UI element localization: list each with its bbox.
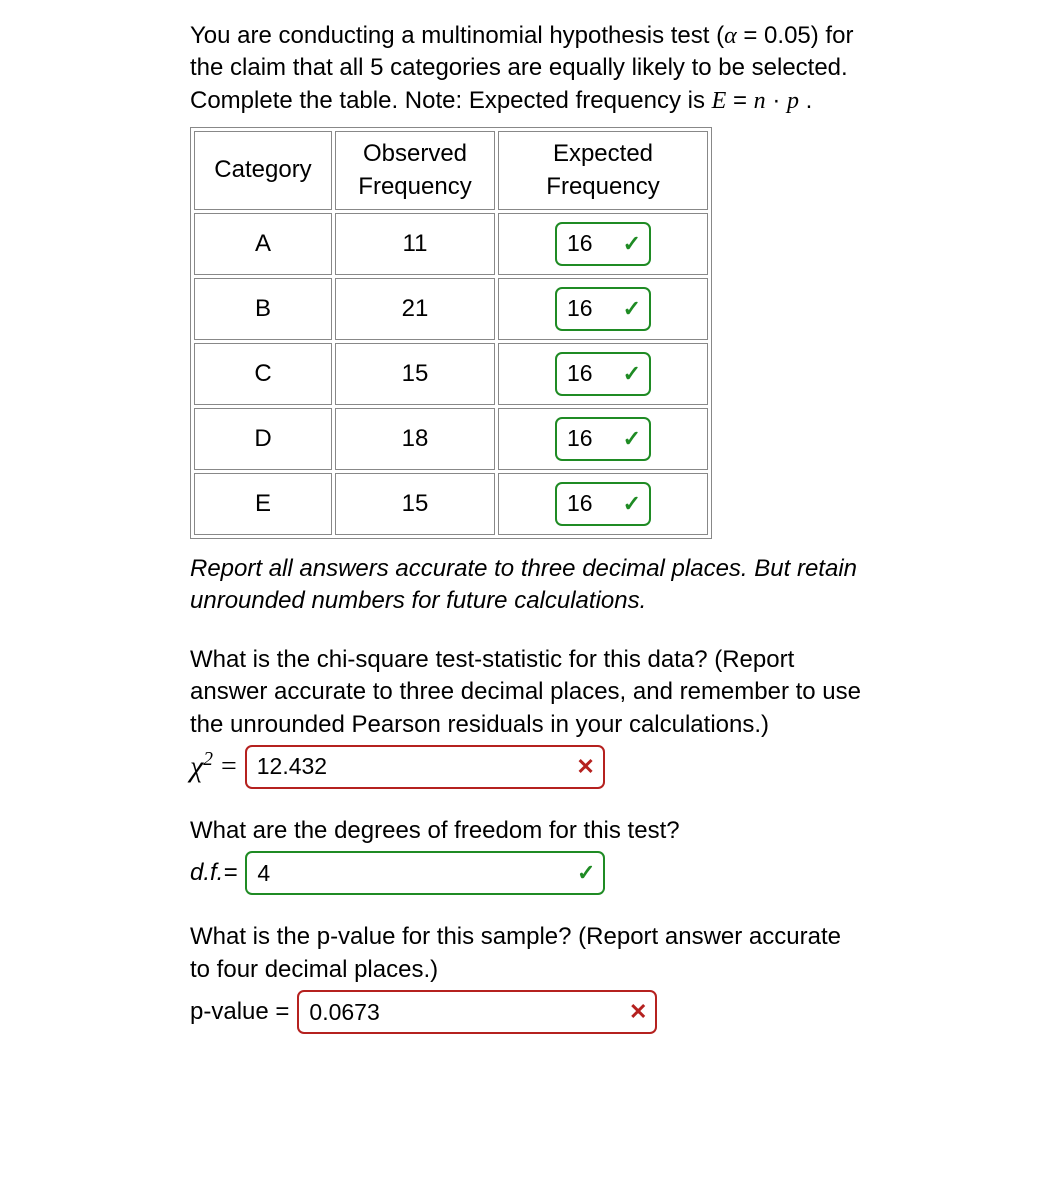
cell-category: E bbox=[194, 473, 332, 535]
pvalue-question: What is the p-value for this sample? (Re… bbox=[190, 921, 866, 1034]
expected-input[interactable]: 16 ✓ bbox=[555, 287, 651, 331]
chi-square-text: What is the chi-square test-statistic fo… bbox=[190, 644, 866, 741]
formula-eq: = bbox=[726, 87, 753, 114]
check-icon: ✓ bbox=[623, 298, 641, 320]
expected-value: 16 bbox=[567, 293, 617, 324]
table-row: E15 16 ✓ bbox=[194, 473, 708, 535]
cell-observed: 15 bbox=[335, 343, 495, 405]
expected-input[interactable]: 16 ✓ bbox=[555, 222, 651, 266]
alpha-symbol: α bbox=[724, 23, 737, 49]
header-observed: Observed Frequency bbox=[335, 131, 495, 210]
cell-expected: 16 ✓ bbox=[498, 278, 708, 340]
cross-icon: ✕ bbox=[629, 1001, 647, 1023]
table-row: B21 16 ✓ bbox=[194, 278, 708, 340]
cell-category: B bbox=[194, 278, 332, 340]
chi-square-value: 12.432 bbox=[257, 751, 571, 782]
expected-input[interactable]: 16 ✓ bbox=[555, 417, 651, 461]
header-expected-text: Expected Frequency bbox=[507, 138, 699, 203]
table-row: D18 16 ✓ bbox=[194, 408, 708, 470]
chi-square-question: What is the chi-square test-statistic fo… bbox=[190, 644, 866, 789]
frequency-table: Category Observed Frequency Expected Fre… bbox=[190, 127, 712, 539]
check-icon: ✓ bbox=[623, 363, 641, 385]
table-body: A1116✓B2116✓C1516✓D1816✓E1516✓ bbox=[194, 213, 708, 535]
expected-value: 16 bbox=[567, 228, 617, 259]
expected-value: 16 bbox=[567, 423, 617, 454]
pvalue-input[interactable]: 0.0673 ✕ bbox=[297, 990, 657, 1034]
check-icon: ✓ bbox=[623, 493, 641, 515]
question-prompt: You are conducting a multinomial hypothe… bbox=[190, 20, 866, 117]
formula-E: E bbox=[712, 88, 727, 114]
prompt-text-1: You are conducting a multinomial hypothe… bbox=[190, 22, 724, 49]
chi-square-label: χ2 bbox=[190, 747, 213, 788]
equals-sign: = bbox=[221, 748, 237, 786]
cell-category: A bbox=[194, 213, 332, 275]
expected-input[interactable]: 16 ✓ bbox=[555, 352, 651, 396]
pvalue-value: 0.0673 bbox=[309, 997, 623, 1028]
expected-input[interactable]: 16 ✓ bbox=[555, 482, 651, 526]
formula-p: p bbox=[787, 88, 799, 114]
chi-square-input[interactable]: 12.432 ✕ bbox=[245, 745, 605, 789]
df-input[interactable]: 4 ✓ bbox=[245, 851, 605, 895]
pvalue-label: p-value = bbox=[190, 996, 289, 1028]
cell-observed: 15 bbox=[335, 473, 495, 535]
cell-expected: 16 ✓ bbox=[498, 213, 708, 275]
header-expected: Expected Frequency bbox=[498, 131, 708, 210]
formula-dot: · bbox=[766, 87, 787, 114]
cell-category: D bbox=[194, 408, 332, 470]
cell-observed: 18 bbox=[335, 408, 495, 470]
cell-category: C bbox=[194, 343, 332, 405]
cell-observed: 11 bbox=[335, 213, 495, 275]
pvalue-text: What is the p-value for this sample? (Re… bbox=[190, 921, 866, 986]
check-icon: ✓ bbox=[623, 428, 641, 450]
check-icon: ✓ bbox=[623, 233, 641, 255]
cell-expected: 16 ✓ bbox=[498, 473, 708, 535]
accuracy-note: Report all answers accurate to three dec… bbox=[190, 553, 866, 618]
check-icon: ✓ bbox=[577, 862, 595, 884]
df-value: 4 bbox=[257, 858, 571, 889]
df-label: d.f.= bbox=[190, 857, 237, 889]
cell-expected: 16 ✓ bbox=[498, 343, 708, 405]
formula-end: . bbox=[799, 87, 812, 114]
table-row: A11 16 ✓ bbox=[194, 213, 708, 275]
expected-value: 16 bbox=[567, 488, 617, 519]
question-page: You are conducting a multinomial hypothe… bbox=[0, 0, 1056, 1200]
formula-n: n bbox=[754, 88, 766, 114]
header-category: Category bbox=[194, 131, 332, 210]
header-observed-text: Observed Frequency bbox=[344, 138, 486, 203]
expected-value: 16 bbox=[567, 358, 617, 389]
df-text: What are the degrees of freedom for this… bbox=[190, 815, 866, 847]
cell-observed: 21 bbox=[335, 278, 495, 340]
cross-icon: ✕ bbox=[576, 756, 594, 778]
df-question: What are the degrees of freedom for this… bbox=[190, 815, 866, 895]
cell-expected: 16 ✓ bbox=[498, 408, 708, 470]
table-row: C15 16 ✓ bbox=[194, 343, 708, 405]
